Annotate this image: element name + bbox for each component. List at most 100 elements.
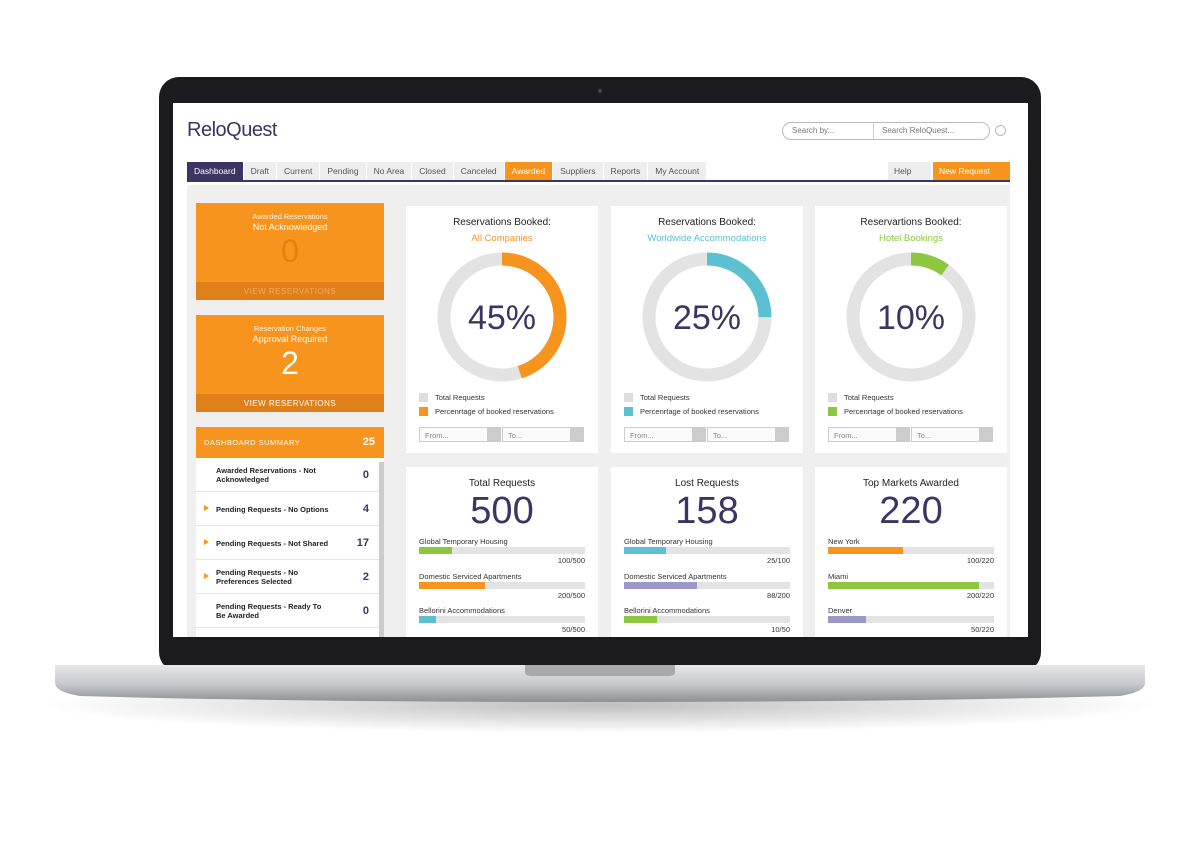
summary-row[interactable]: Pending Requests - No Preferences Select… [196,560,379,594]
item-value-label: 25/100 [767,556,790,565]
summary-row-count: 17 [356,537,369,549]
summary-row-count: 0 [362,469,369,481]
booking-card: Reservations Booked: All Companies 45% Tota… [406,206,598,453]
booking-card: Reservations Booked: Worldwide Accommodat… [611,206,803,453]
bar-track [419,547,585,554]
summary-row-count: 0 [362,605,369,617]
summary-row-label: Pending Requests - Ready To Be Awarded [216,602,322,620]
nav-tab[interactable]: Suppliers [553,162,603,180]
bar-fill [828,581,979,589]
card-subtitle: All Companies [471,233,533,244]
card-title: Total Requests [468,478,536,489]
bar-track [624,581,790,589]
nav-tab[interactable]: Dashboard [187,162,243,180]
nav-line [187,180,1010,182]
item-label: Bellorini Accommodations [624,606,710,615]
scrollbar [379,462,384,637]
summary-row-label: Pending Requests - No Preferences Select… [216,568,299,586]
alert-action[interactable]: VIEW RESERVATIONS [196,282,384,300]
row-arrow [204,505,209,511]
nav-tab[interactable]: Current [277,162,320,180]
summary-list: Awarded Reservations - Not Acknowledged 0… [196,458,384,637]
date-button [979,428,992,441]
date-placeholder: To... [917,431,932,440]
help-button[interactable]: Help [888,162,931,180]
alert-card: Reservation Changes Approval Required 2 VIE… [196,315,384,412]
content: Awarded Reservations Not Acknowledged 0 VIE… [187,185,1010,637]
stat-card: Total Requests 500 Global Temporary Housin… [406,467,598,637]
donut: 10% [846,252,976,382]
nav-tab[interactable]: Canceled [453,162,504,180]
item-value-label: 50/500 [562,625,585,634]
bar-fill [419,616,436,623]
alert-line1: Reservation Changes [253,324,327,333]
legend-label: Percenrtage of booked reservations [844,407,963,416]
bar-fill [419,547,453,554]
card-subtitle: Hotel Bookings [879,233,943,244]
alert-action[interactable]: VIEW RESERVATIONS [196,394,384,412]
nav-tab[interactable]: Reports [603,162,648,180]
legend-label: Total Requests [640,393,690,402]
notch [525,665,675,676]
item-value-label: 100/220 [966,556,994,565]
item-label: Domestic Serviced Apartments [419,571,522,581]
card-title: Lost Requests [675,478,739,489]
alert-line1: Awarded Reservations [252,212,328,221]
card-total: 220 [879,490,943,532]
summary-header: DASHBOARD SUMMARY 25 [196,427,384,458]
summary-row[interactable]: Pending Requests - Not Shared 17 [196,526,379,560]
alert-line2: Not Acknowledged [252,222,328,232]
date-input[interactable]: To... [707,427,789,442]
logo: ReloQuest [187,119,278,141]
card-total: 158 [675,490,739,532]
search-by[interactable]: Search by... [792,126,835,135]
donut-label: 10% [877,299,945,337]
legend-swatch [624,393,633,402]
nav-tab[interactable]: No Area [366,162,412,180]
donut: 45% [437,252,567,382]
date-input[interactable]: From... [624,427,706,442]
donut-label: 45% [468,299,536,337]
bar-fill [624,581,698,589]
item-label: Miami [828,571,848,581]
camera [598,89,602,93]
laptop-base [55,665,1145,702]
legend-swatch [419,407,428,416]
date-input[interactable]: From... [419,427,501,442]
item-value-label: 50/220 [971,625,994,634]
bar-track [419,616,585,623]
stat-card: Top Markets Awarded 220 New York 100/220 Mia… [815,467,1007,637]
date-input[interactable]: From... [828,427,910,442]
date-input[interactable]: To... [911,427,993,442]
summary-row[interactable]: Awarded Reservations - Not Acknowledged 0 [196,458,379,492]
summary-row-label: Pending Requests - Not Shared [216,538,329,548]
summary-row[interactable]: Pending Requests - Ready To Be Awarded 0 [196,594,379,628]
bar-track [828,547,994,554]
nav-tab[interactable]: Awarded [504,162,553,180]
summary-row[interactable]: Pending Requests - No Options 4 [196,492,379,526]
row-arrow [204,539,209,545]
alert-card: Awarded Reservations Not Acknowledged 0 VIE… [196,203,384,300]
item-value-label: 200/220 [966,590,994,600]
date-button [692,428,705,441]
nav-tab[interactable]: Draft [243,162,277,180]
legend-label: Percenrtage of booked reservations [435,407,554,416]
search-input[interactable]: Search ReloQuest... [882,126,955,135]
new-request-button[interactable]: New Request [933,162,1010,180]
nav-tab[interactable]: My Account [648,162,707,180]
date-placeholder: From... [630,431,654,440]
card-title: Reservations Booked: [658,217,756,228]
nav-tab[interactable]: Closed [412,162,453,180]
summary-row-label: Pending Requests - No Options [216,504,329,514]
help-icon[interactable] [995,125,1006,136]
item-value-label: 200/500 [557,590,585,600]
summary-row-label: Awarded Reservations - Not Acknowledged [216,466,316,484]
nav-tab[interactable]: Pending [320,162,366,180]
bar-fill [828,616,866,623]
date-input[interactable]: To... [502,427,584,442]
card-title: Reservartions Booked: [860,217,962,228]
card-total: 500 [470,490,534,532]
card-title: Top Markets Awarded [863,478,959,489]
date-button [487,428,500,441]
